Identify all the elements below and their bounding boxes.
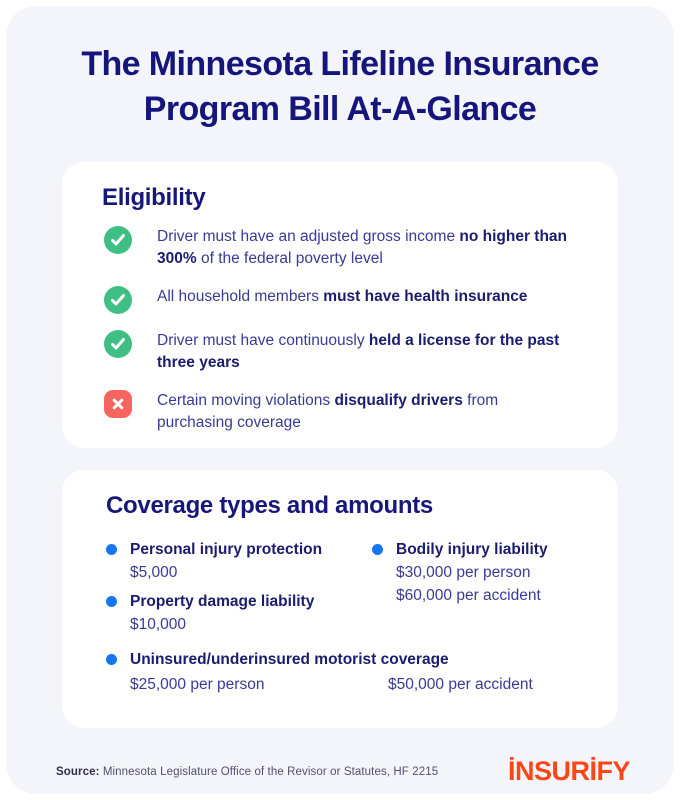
coverage-item-value: $5,000 (130, 564, 178, 581)
bullet-dot-icon (106, 596, 117, 607)
page-title-line1: The Minnesota Lifeline Insurance (81, 45, 599, 83)
coverage-item-label: Bodily injury liability (396, 541, 548, 558)
coverage-item-value: $30,000 per person (396, 564, 531, 581)
bullet-dot-icon (372, 544, 383, 555)
check-icon (104, 286, 132, 314)
eligibility-item: Driver must have an adjusted gross incom… (102, 226, 578, 270)
coverage-columns: Personal injury protection $5,000 Proper… (106, 538, 574, 642)
bullet-dot-icon (106, 654, 117, 665)
coverage-item-value: $25,000 per person (130, 676, 265, 693)
bullet-dot-icon (106, 544, 117, 555)
coverage-item-label: Personal injury protection (130, 541, 323, 558)
coverage-item-label: Uninsured/underinsured motorist coverage (130, 651, 449, 668)
eligibility-item: Certain moving violations disqualify dri… (102, 390, 578, 434)
source-note: Source: Minnesota Legislature Office of … (56, 766, 438, 778)
coverage-column-left: Personal injury protection $5,000 Proper… (106, 538, 372, 642)
page-title-line2: Program Bill At-A-Glance (143, 90, 537, 128)
coverage-card: Coverage types and amounts Personal inju… (62, 470, 618, 728)
coverage-item-label: Property damage liability (130, 593, 315, 610)
eligibility-item: Driver must have continuously held a lic… (102, 330, 578, 374)
coverage-item: Personal injury protection $5,000 (106, 538, 372, 584)
coverage-item-value: $50,000 per accident (388, 676, 533, 693)
source-label: Source: (56, 765, 100, 778)
eligibility-item-text: Driver must have an adjusted gross incom… (157, 228, 568, 267)
coverage-item-value: $60,000 per accident (396, 587, 541, 604)
coverage-item: Uninsured/underinsured motorist coverage… (106, 648, 574, 696)
x-icon (104, 390, 132, 418)
coverage-column-right: Bodily injury liability $30,000 per pers… (372, 538, 574, 642)
page-title: The Minnesota Lifeline Insurance Program… (24, 42, 656, 132)
eligibility-item-text: Driver must have continuously held a lic… (157, 332, 560, 371)
coverage-item-value: $10,000 (130, 616, 187, 633)
infographic-canvas: The Minnesota Lifeline Insurance Program… (6, 6, 674, 794)
check-icon (104, 226, 132, 254)
source-text: Minnesota Legislature Office of the Revi… (99, 765, 439, 778)
coverage-item: Property damage liability $10,000 (106, 590, 372, 636)
check-icon (104, 330, 132, 358)
eligibility-heading: Eligibility (102, 184, 206, 211)
eligibility-card: Eligibility Driver must have an adjusted… (62, 162, 618, 448)
coverage-item: Bodily injury liability $30,000 per pers… (372, 538, 574, 607)
coverage-heading: Coverage types and amounts (106, 492, 433, 519)
eligibility-item-text: All household members must have health i… (157, 288, 528, 305)
eligibility-item: All household members must have health i… (102, 286, 578, 314)
eligibility-item-text: Certain moving violations disqualify dri… (157, 392, 499, 431)
insurify-logo: İNSURİFY (507, 756, 631, 786)
footer: Source: Minnesota Legislature Office of … (56, 756, 631, 787)
